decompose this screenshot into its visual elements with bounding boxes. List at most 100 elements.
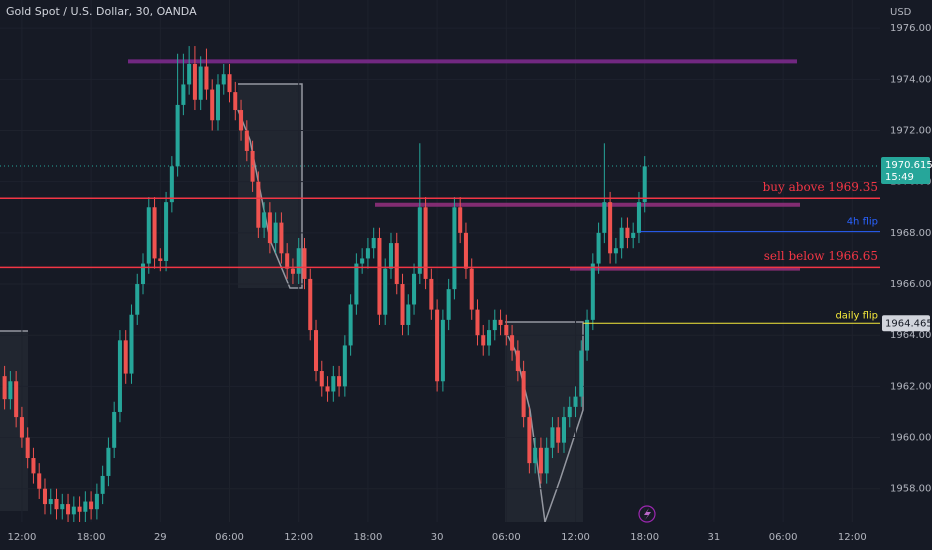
x-tick-label: 29 bbox=[154, 532, 167, 543]
candle-body bbox=[221, 74, 226, 85]
x-tick-label: 12:00 bbox=[7, 532, 36, 543]
candle-body bbox=[181, 84, 186, 105]
candle-body bbox=[585, 319, 590, 351]
candle-body bbox=[308, 278, 313, 331]
candle-body bbox=[429, 278, 434, 310]
candle-body bbox=[210, 89, 215, 121]
candle-body bbox=[106, 447, 111, 476]
candle-body bbox=[608, 202, 613, 254]
candle-body bbox=[337, 376, 342, 387]
x-tick-label: 06:00 bbox=[215, 532, 244, 543]
candle-body bbox=[360, 258, 365, 264]
x-tick-label: 18:00 bbox=[354, 532, 383, 543]
level-label: daily flip bbox=[835, 310, 878, 321]
candle-body bbox=[175, 104, 180, 167]
candle-body bbox=[556, 427, 561, 443]
candle-body bbox=[435, 309, 440, 382]
x-tick-label: 31 bbox=[708, 532, 721, 543]
candle-body bbox=[8, 381, 13, 400]
candle-body bbox=[325, 386, 330, 392]
candle-body bbox=[446, 289, 451, 320]
candle-body bbox=[204, 66, 209, 90]
last-price-tag bbox=[881, 156, 930, 184]
y-tick-label: 1962.000 bbox=[890, 381, 932, 392]
candle-body bbox=[619, 227, 624, 249]
candle-body bbox=[342, 345, 347, 387]
candle-body bbox=[504, 324, 509, 336]
shade-edge bbox=[237, 83, 303, 289]
candle-body bbox=[60, 504, 65, 510]
candle-body bbox=[19, 417, 24, 438]
candle-body bbox=[521, 371, 526, 418]
candle-body bbox=[377, 237, 382, 315]
y-tick-label: 1974.000 bbox=[890, 74, 932, 85]
axes: 1958.000 1960.000 1962.000 1964.000 1966.000… bbox=[7, 23, 932, 543]
candle-body bbox=[492, 319, 497, 331]
candle-body bbox=[152, 207, 157, 259]
candle-body bbox=[123, 340, 128, 374]
candle-body bbox=[631, 232, 636, 238]
candle-body bbox=[498, 319, 503, 325]
candle-body bbox=[331, 376, 336, 392]
candle-body bbox=[94, 493, 99, 510]
candle-body bbox=[140, 263, 146, 285]
candle-body bbox=[313, 330, 319, 372]
candle-body bbox=[279, 222, 284, 254]
candle-body bbox=[239, 110, 244, 131]
time-axis bbox=[0, 522, 880, 550]
candle-body bbox=[440, 319, 445, 382]
x-tick-label: 12:00 bbox=[561, 532, 590, 543]
price-axis bbox=[880, 0, 932, 550]
candle-body bbox=[458, 207, 463, 233]
candle-body bbox=[527, 417, 532, 464]
x-tick-label: 30 bbox=[431, 532, 444, 543]
candle-body bbox=[198, 66, 203, 100]
y-tick-label: 1958.000 bbox=[890, 484, 932, 495]
candle-body bbox=[348, 304, 353, 346]
last-price-label: 1970.615 bbox=[885, 160, 932, 171]
y-tick-label: 1964.000 bbox=[890, 330, 932, 341]
candle-body bbox=[296, 248, 301, 274]
candle-body bbox=[550, 427, 555, 448]
candle-body bbox=[215, 84, 220, 121]
candle-body bbox=[146, 207, 151, 264]
candle-body bbox=[233, 92, 238, 111]
candle-body bbox=[14, 381, 19, 418]
candle-body bbox=[486, 330, 492, 346]
candle-body bbox=[42, 488, 47, 505]
candle-body bbox=[227, 74, 232, 93]
candle-body bbox=[2, 376, 7, 400]
candle-body bbox=[463, 232, 468, 269]
candle-body bbox=[77, 506, 82, 512]
candle-body bbox=[290, 268, 295, 274]
y-tick-label: 1976.000 bbox=[890, 23, 932, 34]
candle-body bbox=[100, 475, 105, 494]
candle-body bbox=[561, 417, 567, 443]
zones bbox=[128, 59, 800, 271]
candle-body bbox=[613, 248, 618, 254]
y-tick-label: 1968.000 bbox=[890, 228, 932, 239]
candle-body bbox=[636, 202, 641, 233]
event-icon[interactable] bbox=[638, 505, 656, 523]
candle-body bbox=[262, 212, 267, 228]
candle-body bbox=[602, 202, 607, 233]
x-tick-label: 18:00 bbox=[630, 532, 659, 543]
candle-body bbox=[510, 335, 515, 351]
candle-body bbox=[244, 130, 249, 151]
candle-body bbox=[475, 309, 480, 336]
x-tick-label: 12:00 bbox=[284, 532, 313, 543]
candle-body bbox=[573, 396, 578, 407]
shade-box bbox=[238, 84, 302, 288]
candle-body bbox=[481, 335, 486, 346]
candles bbox=[2, 46, 647, 525]
candle-body bbox=[412, 273, 417, 305]
candle-body bbox=[89, 501, 94, 510]
countdown-label: 15:49 bbox=[885, 172, 914, 183]
candle-body bbox=[354, 263, 359, 305]
y-tick-label: 1966.000 bbox=[890, 279, 932, 290]
candle-body bbox=[187, 63, 192, 85]
candle-body bbox=[112, 411, 117, 448]
x-tick-label: 06:00 bbox=[492, 532, 521, 543]
candle-body bbox=[192, 63, 197, 100]
